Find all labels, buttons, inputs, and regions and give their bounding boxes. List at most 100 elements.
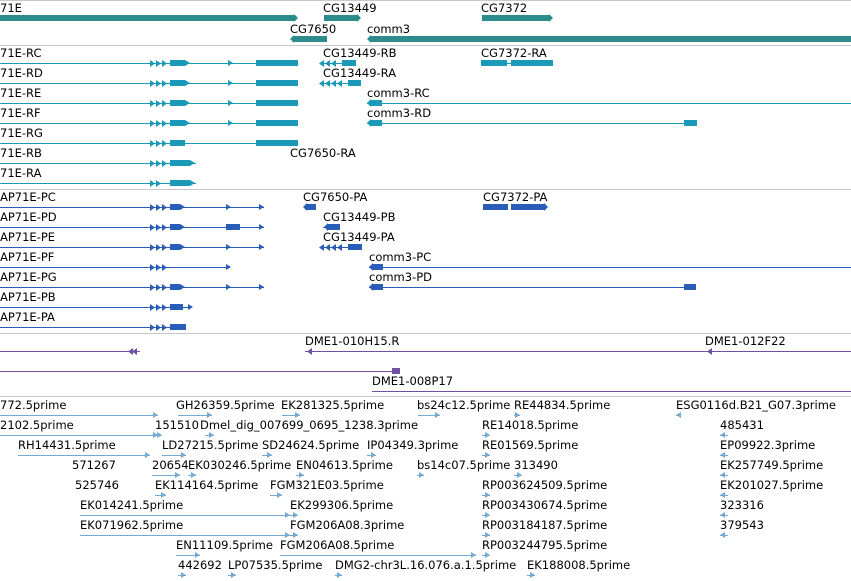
- est-label[interactable]: RE44834.5prime: [514, 398, 611, 412]
- protein-label[interactable]: AP71E-PC: [0, 190, 56, 204]
- est-label[interactable]: 2102.5prime: [0, 418, 74, 432]
- protein-label[interactable]: AP71E-PA: [0, 310, 55, 324]
- mrna-label[interactable]: 71E-RG: [0, 126, 43, 140]
- gene-label[interactable]: CG7650: [290, 22, 337, 36]
- protein-label[interactable]: CG7650-PA: [303, 190, 368, 204]
- est-label[interactable]: EN11109.5prime: [176, 538, 273, 552]
- mrna-label[interactable]: 71E-RB: [0, 146, 42, 160]
- protein-label[interactable]: CG13449-PA: [323, 230, 395, 244]
- est-label[interactable]: FGM206A08.3prime: [290, 518, 405, 532]
- est-label[interactable]: RE14018.5prime: [482, 418, 579, 432]
- est-label[interactable]: EN04613.5prime: [296, 458, 393, 472]
- est-label[interactable]: EP09922.3prime: [720, 438, 816, 452]
- exon-block: [226, 224, 240, 230]
- exon-block: [684, 284, 696, 290]
- est-label[interactable]: RP003244795.5prime: [482, 538, 608, 552]
- mrna-label[interactable]: 71E-RF: [0, 106, 41, 120]
- exon-block: [348, 244, 362, 250]
- est-label[interactable]: 772.5prime: [0, 398, 67, 412]
- direction-arrow-icon: [150, 99, 155, 107]
- est-label[interactable]: 323316: [720, 498, 764, 512]
- est-label[interactable]: Dmel_dig_007699_0695_1238.3prime: [200, 418, 419, 432]
- mrna-label[interactable]: CG13449-RB: [323, 46, 397, 60]
- direction-arrow-icon: [162, 243, 167, 251]
- est-label[interactable]: ESG0116d.B21_G07.3prime: [676, 398, 836, 412]
- est-label[interactable]: EK030246.5prime: [188, 458, 292, 472]
- protein-label[interactable]: AP71E-PG: [0, 270, 57, 284]
- direction-arrow-icon: [162, 79, 167, 87]
- direction-arrow-icon: [259, 204, 264, 210]
- mrna-label[interactable]: 71E-RD: [0, 66, 43, 80]
- est-label[interactable]: FGM206A08.5prime: [280, 538, 395, 552]
- est-label[interactable]: RE01569.5prime: [482, 438, 579, 452]
- est-label[interactable]: EK257749.5prime: [720, 458, 824, 472]
- intron-line: [0, 435, 158, 436]
- protein-label[interactable]: AP71E-PD: [0, 210, 57, 224]
- clone-label[interactable]: DME1-010H15.R: [305, 334, 400, 348]
- est-label[interactable]: EK201027.5prime: [720, 478, 824, 492]
- gene-label[interactable]: CG7372: [481, 1, 528, 15]
- protein-label[interactable]: CG13449-PB: [323, 210, 396, 224]
- direction-arrow-icon: [180, 204, 185, 210]
- protein-label[interactable]: AP71E-PF: [0, 250, 55, 264]
- est-label[interactable]: EK299306.5prime: [290, 498, 394, 512]
- protein-label[interactable]: comm3-PD: [369, 270, 433, 284]
- gene-label[interactable]: comm3: [367, 22, 411, 36]
- est-label[interactable]: IP04349.3prime: [367, 438, 459, 452]
- est-label[interactable]: 379543: [720, 518, 764, 532]
- direction-arrow-icon: [231, 572, 236, 578]
- intron-line: [0, 351, 140, 352]
- mrna-label[interactable]: 71E-RE: [0, 86, 42, 100]
- est-label[interactable]: LP07535.5prime: [228, 558, 323, 572]
- est-label[interactable]: 485431: [720, 418, 764, 432]
- direction-arrow-icon: [162, 303, 167, 311]
- mrna-label[interactable]: comm3-RD: [367, 106, 432, 120]
- direction-arrow-icon: [293, 512, 298, 518]
- mrna-label[interactable]: comm3-RC: [367, 86, 430, 100]
- est-label[interactable]: RP003624509.5prime: [482, 478, 608, 492]
- est-label[interactable]: GH26359.5prime: [176, 398, 275, 412]
- intron-line: [372, 391, 851, 392]
- est-label[interactable]: 525746: [75, 478, 119, 492]
- est-label[interactable]: RP003184187.5prime: [482, 518, 608, 532]
- est-label[interactable]: 313490: [514, 458, 558, 472]
- est-label[interactable]: 571267: [72, 458, 116, 472]
- est-label[interactable]: EK014241.5prime: [80, 498, 184, 512]
- protein-label[interactable]: AP71E-PB: [0, 290, 56, 304]
- clone-label[interactable]: DME1-012F22: [705, 334, 786, 348]
- direction-arrow-icon: [175, 472, 180, 478]
- est-label[interactable]: bs24c12.5prime: [417, 398, 511, 412]
- est-label[interactable]: RH14431.5prime: [18, 438, 116, 452]
- protein-label[interactable]: CG7372-PA: [483, 190, 548, 204]
- protein-label[interactable]: AP71E-PE: [0, 230, 56, 244]
- est-label[interactable]: EK188008.5prime: [527, 558, 631, 572]
- est-label[interactable]: EK114164.5prime: [155, 478, 259, 492]
- est-label[interactable]: 442692: [178, 558, 222, 572]
- direction-arrow-icon: [228, 60, 233, 66]
- est-label[interactable]: DMG2-chr3L.16.076.a.1.5prime: [335, 558, 517, 572]
- mrna-label[interactable]: CG7650-RA: [290, 146, 356, 160]
- est-label[interactable]: 20654: [152, 458, 189, 472]
- direction-arrow-icon: [325, 59, 330, 67]
- mrna-label[interactable]: CG7372-RA: [481, 46, 547, 60]
- est-label[interactable]: FGM321E03.5prime: [270, 478, 384, 492]
- protein-label[interactable]: comm3-PC: [369, 250, 432, 264]
- mrna-label[interactable]: 71E-RC: [0, 46, 42, 60]
- direction-arrow-icon: [190, 160, 195, 166]
- clone-label[interactable]: DME1-008P17: [372, 374, 454, 388]
- direction-arrow-icon: [156, 243, 161, 251]
- gene-label[interactable]: 71E: [0, 1, 22, 15]
- est-label[interactable]: bs14c07.5prime: [417, 458, 511, 472]
- est-label[interactable]: LD27215.5prime: [162, 438, 259, 452]
- est-label[interactable]: 151510: [155, 418, 199, 432]
- est-label[interactable]: SD24624.5prime: [262, 438, 360, 452]
- direction-arrow-icon: [720, 452, 725, 458]
- mrna-label[interactable]: 71E-RA: [0, 166, 42, 180]
- direction-arrow-icon: [150, 203, 155, 211]
- est-label[interactable]: RP003430674.5prime: [482, 498, 608, 512]
- mrna-label[interactable]: CG13449-RA: [323, 66, 397, 80]
- intron-line: [0, 227, 264, 228]
- est-label[interactable]: EK071962.5prime: [80, 518, 184, 532]
- est-label[interactable]: EK281325.5prime: [281, 398, 385, 412]
- gene-label[interactable]: CG13449: [323, 1, 377, 15]
